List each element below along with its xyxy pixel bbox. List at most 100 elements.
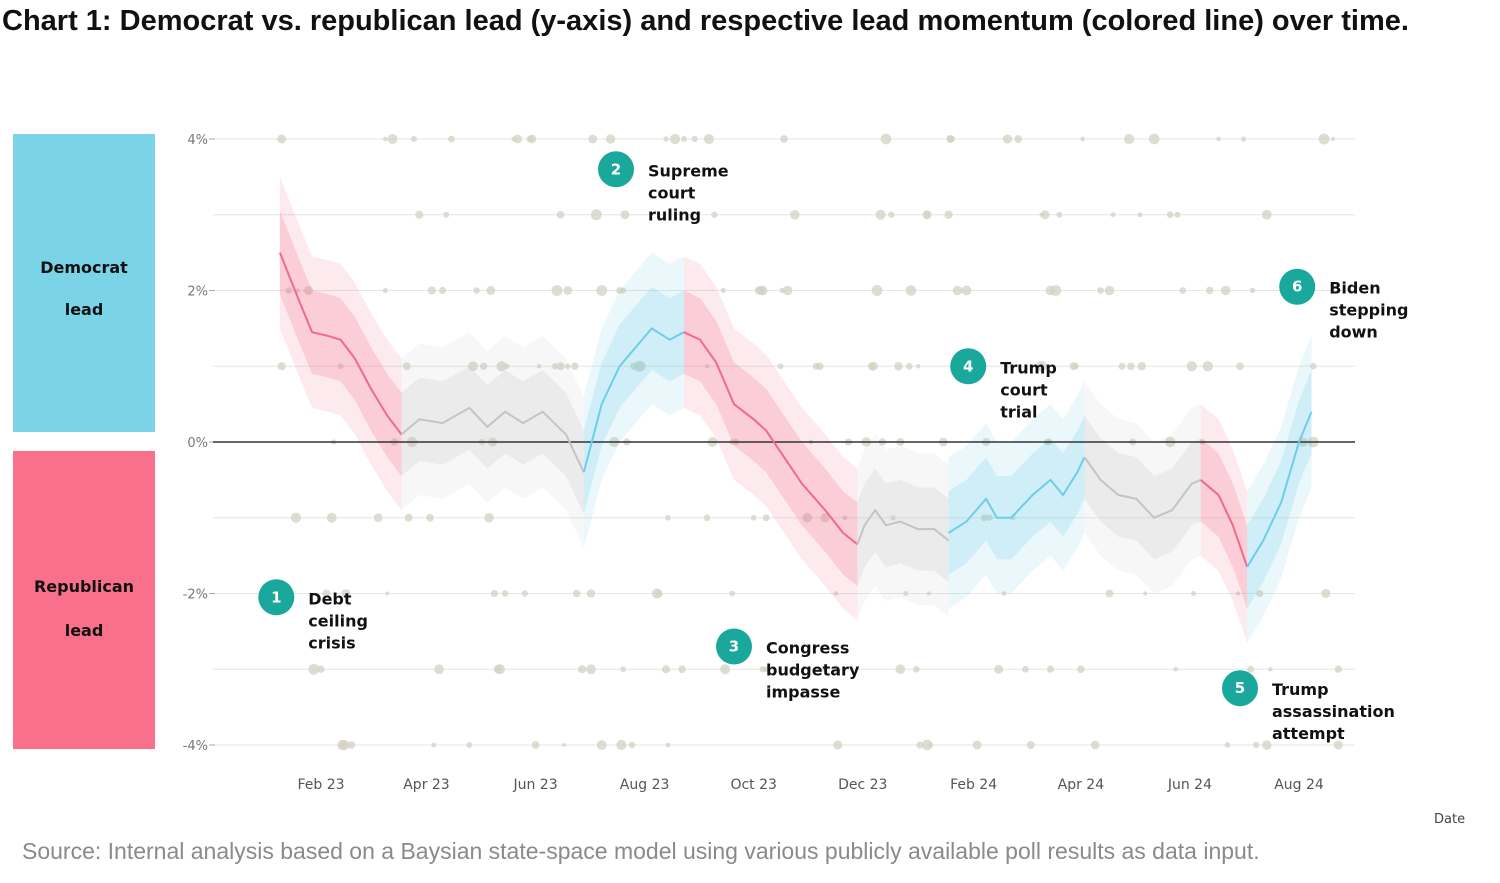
poll-dot — [633, 360, 645, 372]
poll-dot — [903, 591, 909, 596]
annotation-label: trial — [1000, 402, 1037, 421]
poll-dot — [867, 362, 876, 371]
poll-dot — [905, 362, 913, 370]
legend-democrat-label-line2: lead — [65, 300, 104, 319]
poll-dot — [630, 362, 638, 370]
poll-dot — [1220, 285, 1231, 296]
y-tick-label: -4% — [183, 739, 208, 754]
poll-dot — [1104, 285, 1115, 296]
annotation-number: 6 — [1292, 278, 1302, 296]
poll-dot — [1262, 740, 1272, 750]
y-tick-label: -2% — [183, 588, 208, 603]
poll-dot — [1321, 588, 1331, 599]
poll-dot — [762, 514, 770, 522]
annotation-label: impasse — [766, 683, 840, 702]
poll-dot — [894, 361, 903, 371]
poll-dot — [669, 133, 681, 145]
poll-dot — [448, 135, 455, 143]
poll-dot — [1247, 665, 1255, 673]
poll-dot — [1249, 287, 1256, 294]
poll-dot — [410, 136, 417, 142]
poll-dot — [290, 512, 302, 523]
poll-dot — [756, 286, 766, 295]
poll-dot — [1080, 136, 1085, 142]
poll-dot — [890, 515, 896, 521]
uncertainty-band-neutral — [1084, 381, 1201, 594]
poll-dot — [434, 664, 444, 675]
poll-dot — [729, 590, 736, 597]
poll-dot — [1310, 363, 1317, 370]
poll-dot — [586, 664, 596, 675]
poll-dot — [1179, 287, 1187, 294]
poll-dot — [596, 740, 607, 750]
legend-democrat-box — [13, 134, 155, 432]
poll-dot — [1174, 211, 1181, 218]
momentum-line-democrat — [1246, 411, 1313, 568]
annotation-marker — [950, 348, 987, 385]
poll-dot — [616, 739, 627, 751]
poll-dot — [387, 134, 398, 144]
poll-dot — [620, 210, 630, 220]
poll-dot — [382, 287, 389, 294]
poll-dot — [513, 134, 523, 144]
poll-dot — [385, 591, 390, 596]
uncertainty-band-neutral — [401, 332, 584, 549]
poll-dot — [1002, 134, 1013, 144]
uncertainty-band-neutral — [401, 366, 584, 514]
uncertainty-band-republican — [279, 210, 402, 477]
poll-dot — [479, 362, 488, 371]
poll-dot — [402, 362, 411, 371]
poll-dot — [777, 363, 784, 370]
poll-dot — [680, 135, 687, 143]
x-tick-label: Jun 23 — [512, 777, 557, 793]
annotation-label: Trump — [1000, 358, 1057, 377]
poll-dot — [711, 211, 718, 218]
poll-dot — [1236, 362, 1244, 371]
annotation-marker — [716, 628, 753, 665]
poll-dot — [521, 590, 529, 597]
poll-dot — [439, 286, 447, 295]
poll-dot — [341, 589, 351, 598]
poll-dot — [1268, 666, 1273, 672]
poll-dot — [1224, 742, 1231, 748]
poll-dot — [944, 210, 953, 219]
poll-dot — [703, 133, 715, 145]
poll-dot — [1143, 591, 1148, 596]
poll-dot — [703, 514, 711, 522]
poll-dot — [616, 287, 623, 294]
poll-dot — [790, 210, 800, 220]
x-tick-label: Aug 23 — [620, 777, 670, 793]
poll-dot — [586, 589, 596, 598]
poll-dot — [466, 742, 473, 748]
poll-dot — [501, 590, 509, 597]
poll-dot — [905, 285, 917, 296]
poll-dot — [1118, 362, 1126, 370]
x-tick-label: Jun 24 — [1167, 777, 1212, 793]
poll-dot — [431, 742, 437, 748]
poll-dot — [782, 285, 793, 296]
poll-dot — [1050, 285, 1062, 296]
poll-dot — [842, 515, 848, 521]
poll-dot — [802, 512, 813, 523]
poll-dot — [816, 362, 824, 371]
poll-dot — [577, 665, 587, 674]
x-tick-label: Apr 24 — [1058, 777, 1105, 793]
uncertainty-band-democrat — [948, 415, 1085, 575]
poll-dot — [588, 134, 598, 144]
annotation-label: Congress — [766, 639, 849, 658]
poll-dot — [926, 591, 932, 596]
poll-dot — [1001, 591, 1007, 596]
poll-dot — [382, 136, 388, 142]
poll-dot — [285, 287, 293, 294]
poll-dot — [415, 210, 424, 219]
annotation-label: ruling — [648, 205, 701, 224]
poll-dot — [1036, 360, 1047, 372]
poll-dot — [1173, 666, 1178, 672]
poll-dot — [1202, 361, 1214, 372]
poll-dot — [704, 364, 710, 369]
poll-dot — [1077, 665, 1085, 674]
poll-dot — [1105, 589, 1114, 598]
annotation-marker — [258, 579, 295, 616]
poll-dot — [720, 664, 731, 675]
poll-dot — [832, 665, 840, 674]
